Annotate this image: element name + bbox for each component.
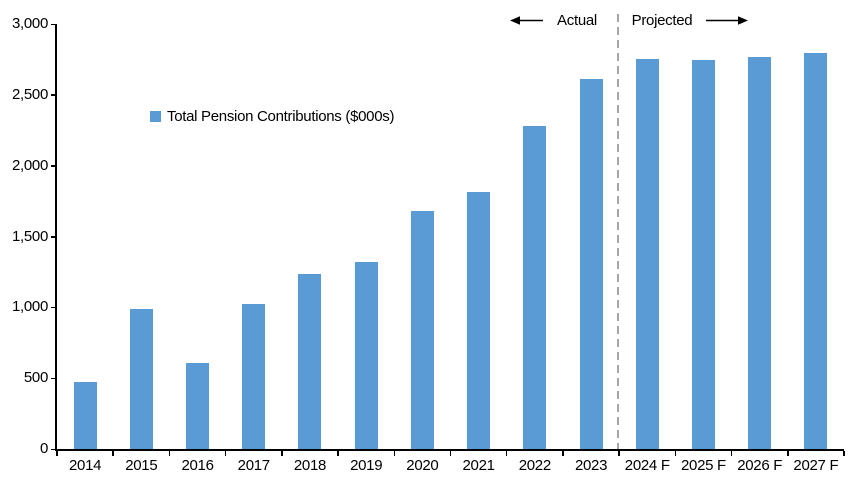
y-tick-label-2,000: 2,000 bbox=[11, 156, 48, 174]
x-tick-mark-1 bbox=[112, 451, 114, 456]
projected-zone-label: Projected bbox=[631, 12, 693, 29]
y-tick-mark-2,000 bbox=[51, 165, 56, 167]
bar-2017 bbox=[242, 303, 266, 449]
x-tick-label-2018: 2018 bbox=[293, 457, 327, 474]
bar-2026-f bbox=[748, 57, 772, 449]
bar-2018 bbox=[298, 274, 322, 449]
x-tick-mark-2 bbox=[168, 451, 171, 456]
y-tick-label-500: 500 bbox=[23, 369, 48, 387]
actual-zone-label: Actual bbox=[557, 12, 597, 29]
x-tick-label-2016: 2016 bbox=[181, 457, 214, 474]
y-axis-line bbox=[55, 24, 57, 451]
legend: Total Pension Contributions ($000s) bbox=[150, 108, 394, 125]
x-tick-mark-5 bbox=[337, 451, 339, 456]
x-tick-label-2019: 2019 bbox=[350, 457, 383, 474]
y-tick-label-1,500: 1,500 bbox=[11, 227, 48, 245]
x-tick-label-2025-f: 2025 F bbox=[680, 457, 726, 474]
y-tick-label-0: 0 bbox=[39, 440, 48, 457]
y-tick-mark-3,000 bbox=[51, 23, 56, 25]
y-tick-mark-0 bbox=[51, 448, 56, 450]
x-tick-label-2026-f: 2026 F bbox=[737, 457, 783, 474]
x-axis-line bbox=[55, 449, 844, 451]
legend-series-label: Total Pension Contributions ($000s) bbox=[167, 108, 395, 125]
y-tick-label-3,000: 3,000 bbox=[11, 15, 48, 32]
x-tick-mark-0 bbox=[56, 451, 58, 456]
y-tick-mark-1,000 bbox=[51, 306, 56, 309]
x-tick-label-2024-f: 2024 F bbox=[624, 457, 670, 474]
y-tick-label-2,500: 2,500 bbox=[11, 85, 48, 103]
x-tick-mark-13 bbox=[787, 451, 789, 456]
x-tick-label-2027-f: 2027 F bbox=[793, 457, 839, 474]
bar-2023 bbox=[579, 79, 603, 449]
legend-series-marker-icon bbox=[150, 111, 161, 122]
x-tick-mark-12 bbox=[730, 451, 733, 456]
y-tick-mark-1,500 bbox=[51, 236, 56, 238]
bar-2021 bbox=[467, 191, 491, 449]
x-tick-mark-9 bbox=[562, 451, 564, 456]
bar-2015 bbox=[129, 308, 153, 449]
bar-2014 bbox=[73, 382, 97, 449]
x-tick-mark-3 bbox=[224, 451, 227, 456]
y-tick-label-1,000: 1,000 bbox=[11, 298, 48, 316]
x-tick-mark-6 bbox=[393, 451, 396, 456]
y-tick-mark-2,500 bbox=[51, 94, 56, 96]
bar-2022 bbox=[523, 126, 547, 449]
projected-right-arrow-icon bbox=[706, 16, 748, 25]
x-tick-mark-4 bbox=[281, 451, 283, 456]
x-tick-label-2017: 2017 bbox=[237, 457, 270, 474]
x-tick-label-2015: 2015 bbox=[125, 457, 158, 474]
bar-2020 bbox=[410, 211, 434, 449]
bar-2016 bbox=[186, 362, 210, 449]
x-tick-mark-7 bbox=[449, 451, 452, 456]
x-tick-label-2014: 2014 bbox=[69, 457, 102, 474]
bar-2025-f bbox=[691, 60, 715, 449]
x-tick-label-2023: 2023 bbox=[574, 457, 608, 474]
x-tick-label-2020: 2020 bbox=[406, 457, 439, 474]
x-tick-mark-14 bbox=[843, 451, 845, 456]
x-tick-label-2021: 2021 bbox=[462, 457, 495, 474]
x-tick-label-2022: 2022 bbox=[518, 457, 551, 474]
x-tick-mark-10 bbox=[618, 451, 620, 456]
bar-2024-f bbox=[635, 59, 659, 449]
x-tick-mark-8 bbox=[505, 451, 508, 456]
y-tick-mark-500 bbox=[51, 377, 56, 380]
bar-2019 bbox=[354, 262, 378, 449]
x-tick-mark-11 bbox=[674, 451, 677, 456]
bar-2027-f bbox=[804, 53, 828, 449]
